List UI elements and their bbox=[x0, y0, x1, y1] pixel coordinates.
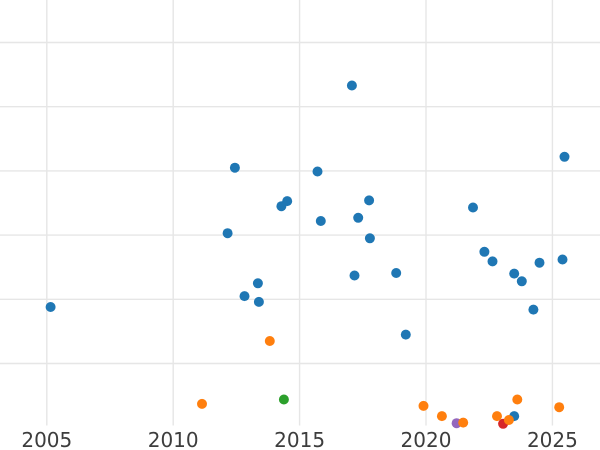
scatter-point-blue bbox=[468, 202, 478, 213]
scatter-point-blue bbox=[516, 276, 527, 287]
scatter-point-orange bbox=[554, 402, 565, 413]
scatter-point-blue bbox=[253, 296, 264, 307]
scatter-point-blue bbox=[557, 254, 568, 265]
scatter-point-blue bbox=[487, 256, 498, 267]
scatter-point-blue bbox=[509, 268, 520, 279]
scatter-point-blue bbox=[559, 151, 570, 162]
scatter-point-blue bbox=[364, 195, 375, 206]
x-tick-label: 2010 bbox=[148, 428, 199, 450]
scatter-points bbox=[45, 80, 570, 429]
scatter-point-orange bbox=[264, 336, 275, 346]
scatter-point-blue bbox=[346, 80, 357, 91]
scatter-point-blue bbox=[282, 196, 293, 207]
scatter-point-blue bbox=[364, 233, 375, 244]
scatter-point-orange bbox=[492, 411, 502, 422]
scatter-point-blue bbox=[239, 291, 250, 302]
scatter-point-orange bbox=[512, 394, 523, 405]
scatter-point-green bbox=[278, 394, 289, 405]
scatter-point-blue bbox=[252, 278, 263, 289]
x-tick-label: 2025 bbox=[527, 428, 578, 450]
scatter-point-blue bbox=[222, 228, 233, 239]
x-tick-label: 2005 bbox=[21, 428, 72, 450]
scatter-point-blue bbox=[315, 216, 326, 226]
vertical-gridlines bbox=[46, 0, 554, 426]
x-tick-label: 2020 bbox=[401, 428, 452, 450]
scatter-point-blue bbox=[528, 304, 539, 315]
scatter-point-orange bbox=[197, 398, 207, 409]
scatter-point-blue bbox=[229, 162, 240, 173]
scatter-point-blue bbox=[479, 246, 490, 257]
scatter-point-blue bbox=[45, 302, 56, 312]
x-tick-label: 2015 bbox=[274, 428, 325, 450]
scatter-point-orange bbox=[458, 417, 469, 428]
scatter-point-blue bbox=[391, 268, 402, 278]
scatter-point-blue bbox=[349, 270, 360, 281]
scatter-point-blue bbox=[312, 166, 323, 177]
scatter-point-blue bbox=[353, 212, 364, 223]
scatter-point-orange bbox=[436, 411, 447, 422]
x-axis-tick-labels: 2005 2010 2015 2020 2025 bbox=[21, 428, 578, 450]
scatter-point-orange bbox=[503, 415, 514, 425]
scatter-point-orange bbox=[418, 400, 429, 411]
scatter-point-blue bbox=[400, 329, 411, 340]
scatter-point-blue bbox=[534, 257, 545, 268]
